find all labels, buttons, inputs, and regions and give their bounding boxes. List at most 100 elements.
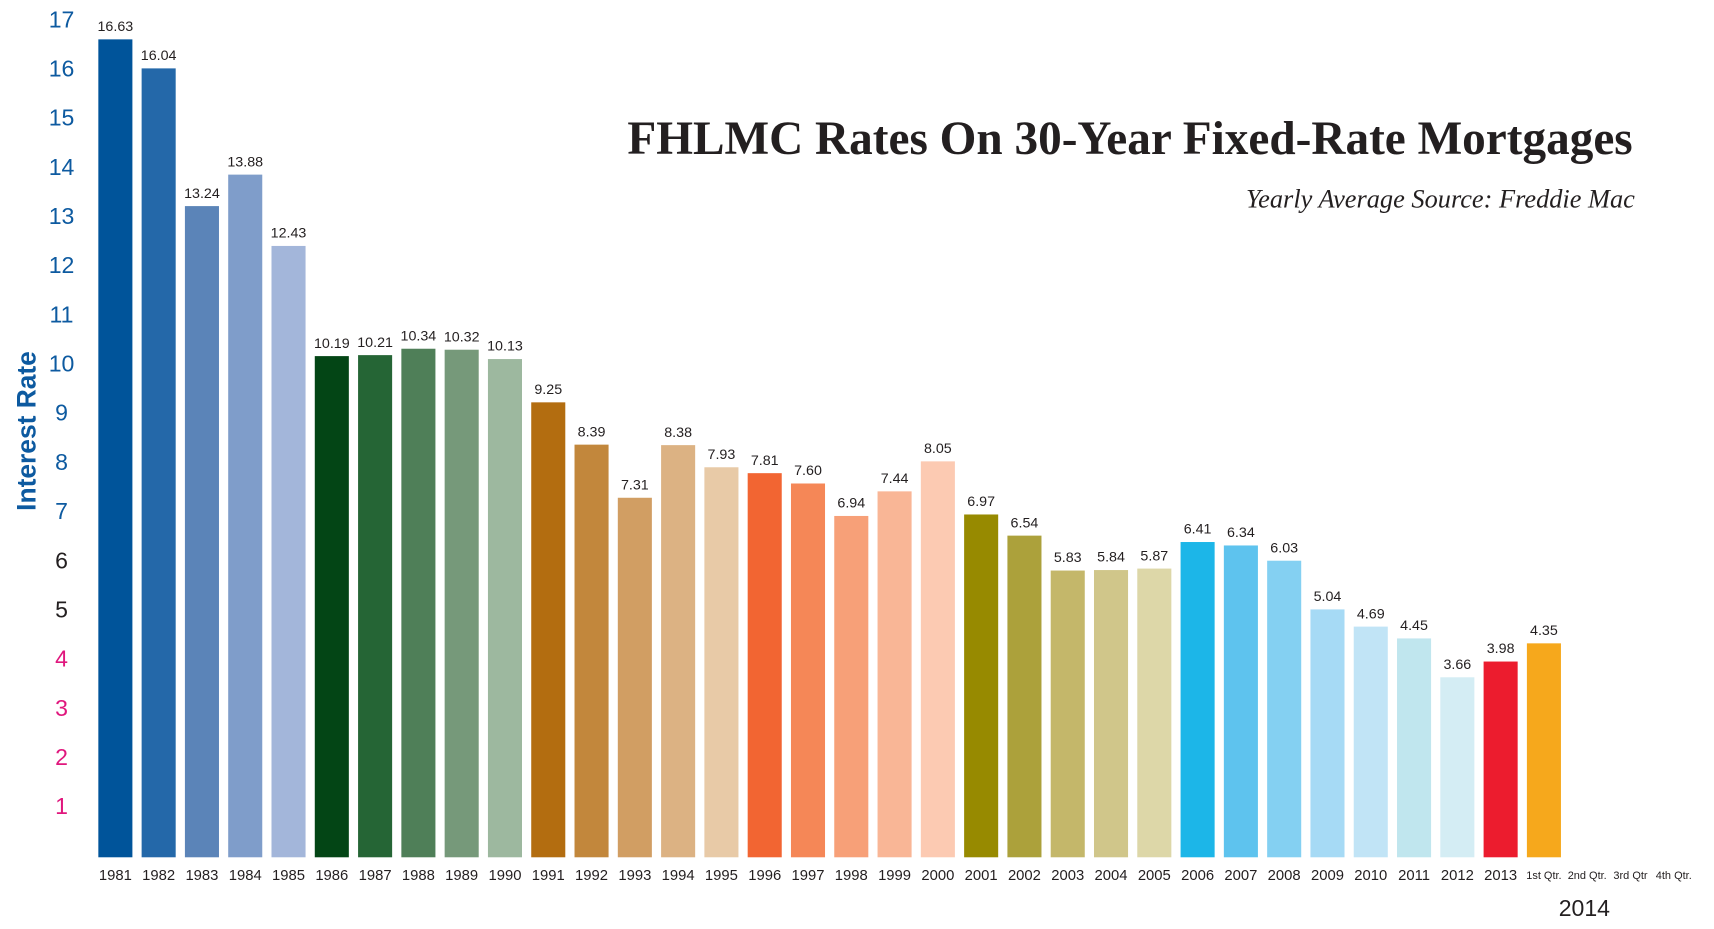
bar	[1526, 643, 1561, 858]
x-tick-label: 1995	[705, 868, 738, 884]
x-tick-label: 2008	[1268, 868, 1301, 884]
value-label: 12.43	[271, 226, 307, 242]
x-tick-label: 1998	[835, 868, 868, 884]
x-tick-label: 4th Qtr.	[1656, 870, 1692, 882]
value-label: 6.03	[1270, 540, 1298, 556]
y-tick-label: 16	[49, 55, 75, 81]
y-tick-label: 1	[55, 793, 68, 819]
y-tick-label: 7	[55, 498, 68, 524]
bar	[314, 356, 349, 858]
bar	[401, 348, 436, 858]
y-tick-label: 10	[49, 351, 75, 377]
value-label: 5.87	[1140, 548, 1168, 564]
value-label: 10.21	[357, 335, 393, 351]
y-tick-label: 5	[55, 596, 68, 622]
bar	[1483, 661, 1518, 858]
value-label: 3.98	[1487, 641, 1515, 657]
bar	[271, 245, 306, 858]
bar	[1007, 535, 1042, 858]
y-axis-label: Interest Rate	[12, 351, 42, 511]
value-label: 5.83	[1054, 550, 1082, 566]
chart-subtitle: Yearly Average Source: Freddie Mac	[1246, 184, 1635, 213]
bar	[964, 514, 999, 858]
value-label: 10.19	[314, 336, 350, 352]
x-tick-label: 2011	[1398, 868, 1430, 884]
value-label: 6.34	[1227, 525, 1255, 541]
x-tick-label: 2010	[1354, 868, 1387, 884]
x-tick-label: 2012	[1441, 868, 1474, 884]
value-label: 4.35	[1530, 623, 1558, 639]
y-tick-label: 9	[55, 400, 68, 426]
x-tick-label: 1993	[618, 868, 651, 884]
value-label: 8.39	[578, 424, 606, 440]
x-tick-label: 1988	[402, 868, 435, 884]
x-tick-label: 2007	[1224, 868, 1257, 884]
value-label: 5.04	[1314, 589, 1342, 605]
value-label: 7.93	[708, 447, 736, 463]
annotation: 2014	[1559, 895, 1610, 921]
value-label: 6.41	[1184, 522, 1212, 538]
x-tick-label: 2000	[921, 868, 954, 884]
bar	[184, 206, 219, 858]
y-tick-label: 6	[55, 547, 68, 573]
value-label: 16.04	[141, 48, 177, 64]
x-tick-label: 1997	[791, 868, 824, 884]
x-tick-label: 2004	[1095, 868, 1128, 884]
bar	[747, 473, 782, 858]
chart-title: FHLMC Rates On 30-Year Fixed-Rate Mortga…	[627, 113, 1632, 165]
bar	[661, 445, 696, 858]
value-label: 10.34	[401, 328, 437, 344]
y-tick-label: 8	[55, 449, 68, 475]
value-label: 6.94	[837, 496, 865, 512]
y-tick-label: 11	[50, 301, 74, 327]
bar	[531, 402, 566, 858]
value-label: 10.13	[487, 339, 523, 355]
y-tick-label: 15	[49, 105, 75, 131]
value-label: 7.31	[621, 477, 649, 493]
x-tick-label: 2003	[1051, 868, 1084, 884]
bar	[1180, 542, 1215, 858]
bar	[1093, 570, 1129, 858]
value-label: 3.66	[1443, 657, 1471, 673]
x-tick-label: 2005	[1138, 868, 1171, 884]
x-tick-label: 1st Qtr.	[1526, 870, 1561, 882]
bar	[920, 461, 955, 858]
x-tick-label: 2002	[1008, 868, 1041, 884]
bar	[834, 515, 869, 858]
value-label: 8.38	[664, 425, 692, 441]
value-label: 4.69	[1357, 606, 1385, 622]
bar	[1223, 545, 1258, 858]
x-tick-label: 3rd Qtr	[1613, 870, 1647, 882]
bar	[1397, 638, 1432, 858]
x-tick-label: 1991	[532, 868, 565, 884]
x-tick-label: 1985	[272, 868, 305, 884]
x-tick-label: 2013	[1484, 868, 1517, 884]
bar	[98, 39, 133, 858]
value-label: 16.63	[98, 19, 134, 35]
bar	[1310, 609, 1345, 858]
x-tick-label: 1996	[748, 868, 781, 884]
bar	[487, 359, 523, 858]
value-label: 13.88	[227, 154, 263, 170]
bar	[790, 483, 826, 858]
x-tick-label: 1981	[99, 868, 132, 884]
bar	[1267, 560, 1302, 858]
value-label: 7.81	[751, 453, 779, 469]
x-tick-label: 1983	[185, 868, 218, 884]
value-label: 10.32	[444, 329, 480, 345]
value-label: 4.45	[1400, 618, 1428, 634]
x-tick-label: 1982	[142, 868, 175, 884]
bar	[1050, 570, 1085, 858]
bar	[704, 467, 739, 858]
y-tick-label: 3	[55, 695, 68, 721]
y-tick-label: 17	[49, 6, 75, 32]
bar	[574, 444, 609, 858]
value-label: 5.84	[1097, 550, 1125, 566]
x-tick-label: 2001	[965, 868, 998, 884]
y-tick-label: 2	[55, 744, 68, 770]
bar	[228, 174, 263, 858]
x-tick-label: 2009	[1311, 868, 1344, 884]
x-tick-label: 2nd Qtr.	[1568, 870, 1607, 882]
x-tick-label: 1990	[488, 868, 521, 884]
